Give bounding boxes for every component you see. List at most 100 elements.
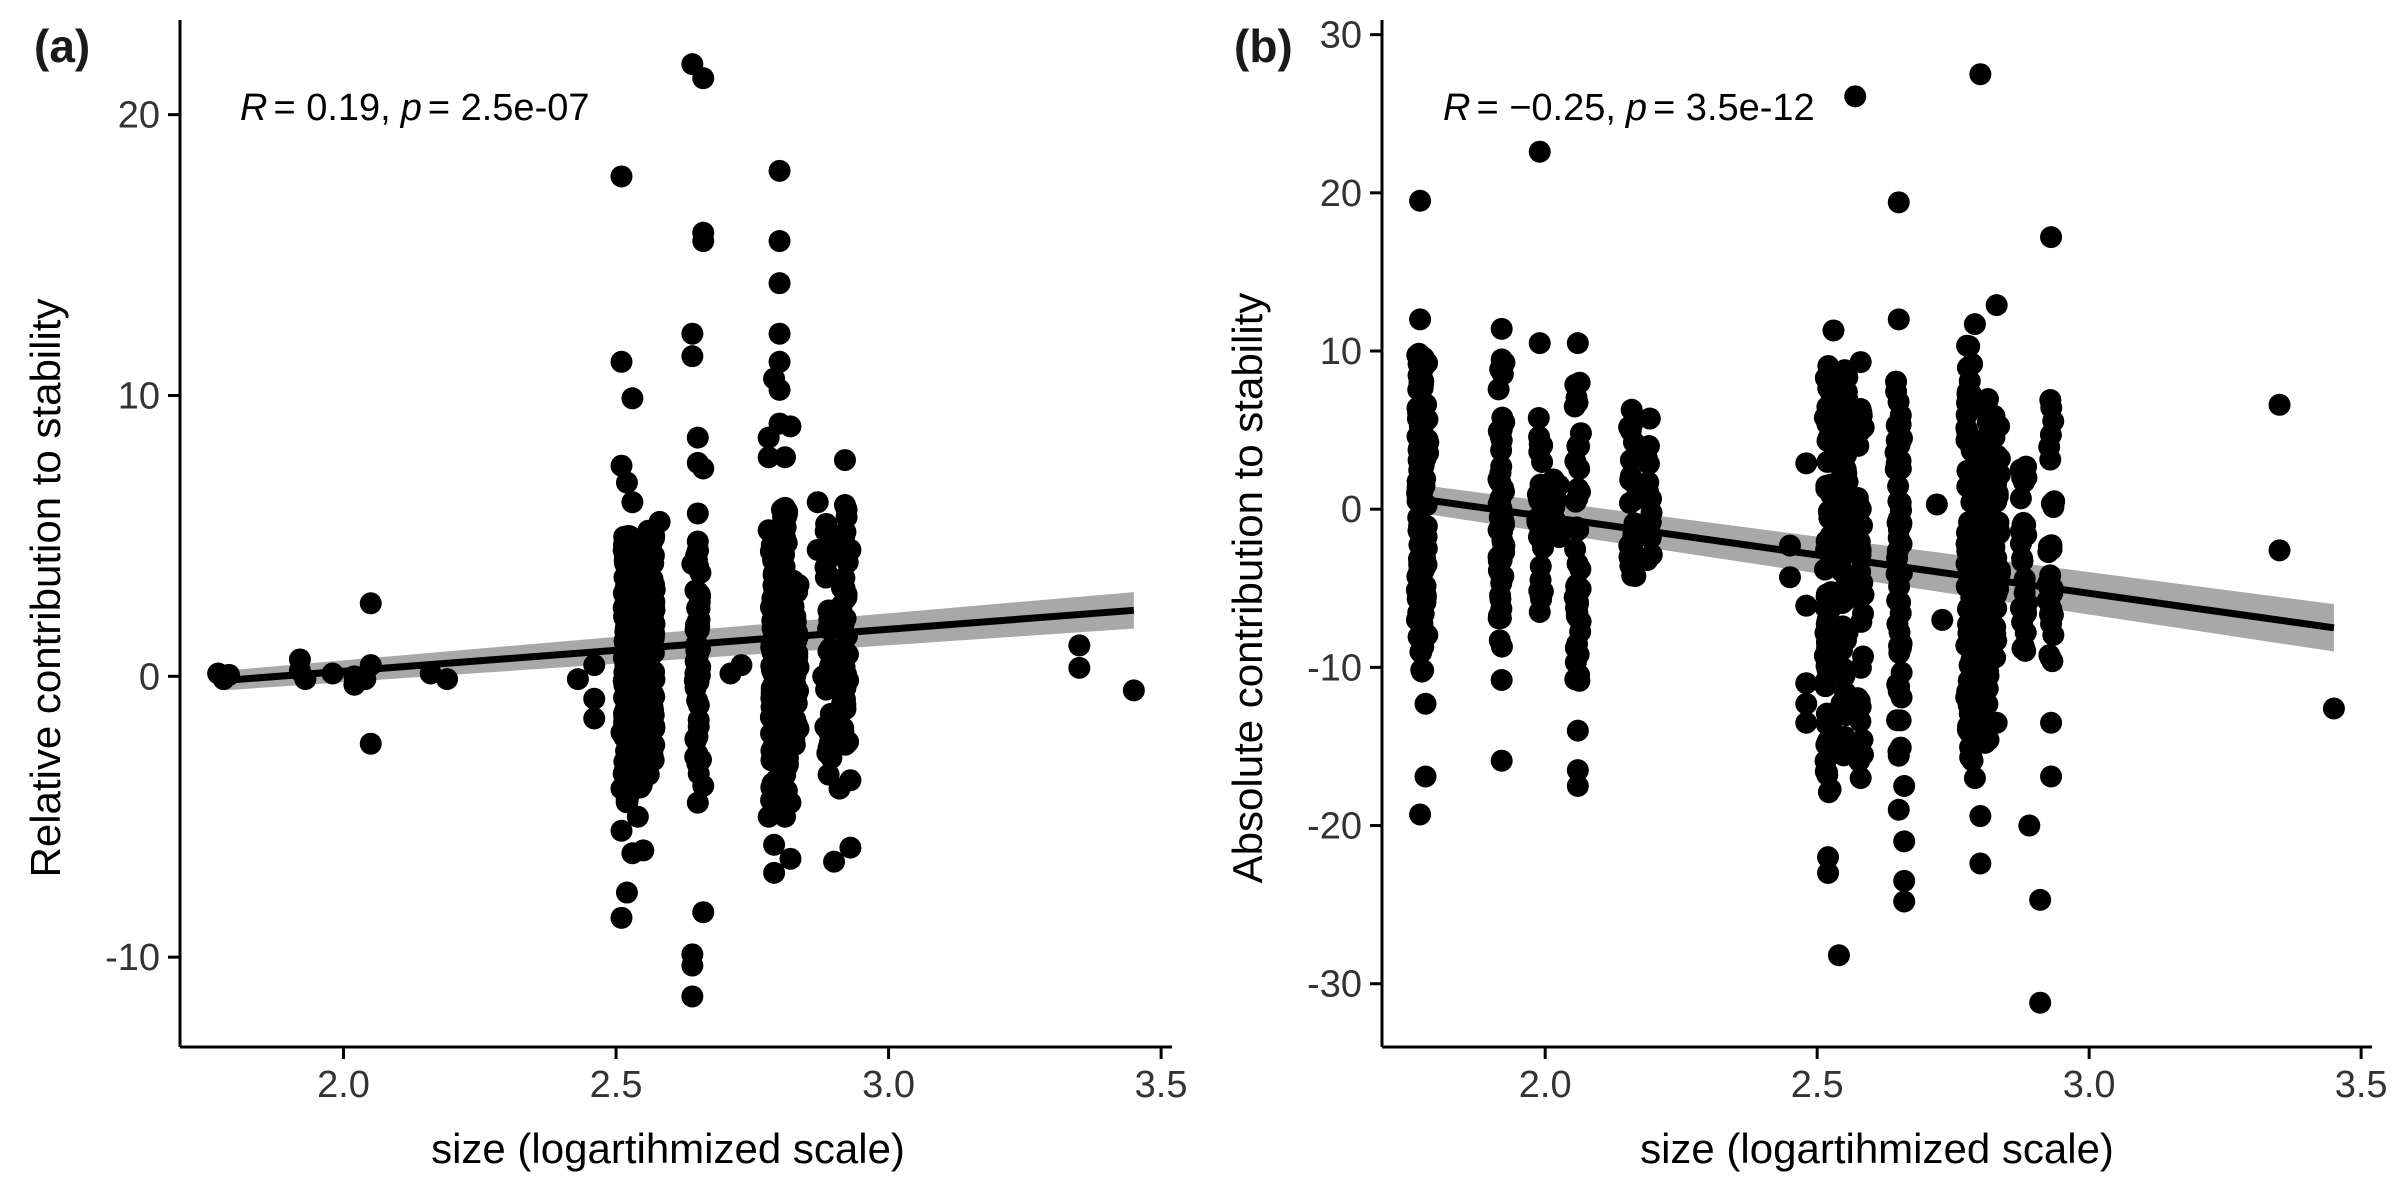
panel-a-cluster-point — [685, 548, 708, 571]
panel-b-y-axis-title: Absolute contribution to stability — [1224, 293, 1271, 884]
panel-a-y-tick-label: 10 — [118, 375, 160, 417]
panel-b-point — [1925, 493, 1948, 516]
panel-a-cluster-point — [770, 764, 793, 787]
panel-b-cluster-point — [1487, 559, 1510, 582]
panel-b-point — [2029, 991, 2052, 1014]
panel-b-p-value: = 3.5e-12 — [1653, 87, 1815, 129]
panel-b-point — [1887, 798, 1910, 821]
panel-b-cluster-point — [1889, 404, 1912, 427]
panel-b-cluster-point — [1889, 602, 1912, 625]
panel-b-point — [1795, 672, 1818, 695]
panel-b-cluster-point — [1412, 454, 1435, 477]
panel-b-cluster-point — [1955, 521, 1978, 544]
panel-a-cluster-point — [784, 610, 807, 633]
panel-b-cluster-point — [1621, 413, 1644, 436]
panel-a-point — [615, 471, 638, 494]
panel-b-y-tick-label: 10 — [1320, 331, 1362, 373]
panel-b-point — [2268, 393, 2291, 416]
panel-a-tag: (a) — [34, 20, 90, 72]
panel-a-point — [839, 836, 862, 859]
panel-b-cluster-point — [1983, 520, 2006, 543]
panel-b-r-label: R — [1443, 87, 1470, 129]
panel-b-cluster-point — [1814, 675, 1837, 698]
panel-a-point — [757, 446, 780, 469]
panel-b-cluster-point — [2038, 603, 2061, 626]
panel-a-point — [1068, 634, 1091, 657]
panel-b-point — [1409, 803, 1432, 826]
panel-b-cluster-point — [1888, 433, 1911, 456]
panel-b-cluster-point — [1566, 391, 1589, 414]
panel-a-point — [779, 415, 802, 438]
panel-b-cluster-point — [1846, 487, 1869, 510]
panel-b-p-label: p — [1625, 87, 1647, 129]
panel-b-cluster-point — [1972, 698, 1995, 721]
panel-a-point — [692, 457, 715, 480]
panel-a-point — [833, 449, 856, 472]
panel-b-cluster-point — [1488, 629, 1511, 652]
panel-b-cluster-point — [1568, 371, 1591, 394]
panel-a-cluster-point — [637, 666, 660, 689]
panel-a-cluster-point — [837, 730, 860, 753]
panel-b-cluster-point — [1831, 591, 1854, 614]
panel-b-point — [1490, 317, 1513, 340]
panel-a-cluster-point — [770, 498, 793, 521]
panel-b-cluster-point — [1849, 734, 1872, 757]
panel-a: (a) Relative contribution to stability s… — [22, 20, 1188, 1172]
panel-b-cluster-point — [1624, 565, 1647, 588]
panel-b-cluster-point — [1564, 651, 1587, 674]
panel-b-point — [2040, 226, 2063, 249]
panel-b-cluster-point — [1412, 357, 1435, 380]
panel-a-cluster-point — [641, 745, 664, 768]
panel-b-cluster-point — [1887, 475, 1910, 498]
panel-b-cluster-point — [1961, 353, 1984, 376]
panel-a-x-tick-label: 3.5 — [1135, 1064, 1188, 1106]
panel-b-y-tick-label: 30 — [1320, 15, 1362, 57]
panel-b-cluster-point — [1955, 686, 1978, 709]
panel-b-cluster-point — [1566, 605, 1589, 628]
panel-b-tag: (b) — [1234, 20, 1293, 72]
panel-b-point — [1931, 608, 1954, 631]
panel-b-point — [1822, 319, 1845, 342]
panel-b-plot-area: 2.0 2.5 3.0 3.5 -30 -20 -10 0 10 20 30 — [1307, 15, 2387, 1106]
panel-b-cluster-point — [1410, 660, 1433, 683]
panel-a-cluster-point — [771, 533, 794, 556]
panel-b-correlation-annotation: R = −0.25, p = 3.5e-12 — [1443, 87, 1815, 129]
panel-a-point — [610, 906, 633, 929]
panel-a-point — [583, 687, 606, 710]
panel-a-point — [763, 861, 786, 884]
panel-a-cluster-point — [642, 699, 665, 722]
panel-b-point — [1817, 862, 1840, 885]
panel-b-point — [1414, 765, 1437, 788]
panel-a-x-tick-label: 3.0 — [862, 1064, 915, 1106]
panel-b-cluster-point — [1847, 434, 1870, 457]
panel-b-cluster-point — [1492, 532, 1515, 555]
panel-b-cluster-point — [1638, 407, 1661, 430]
panel-b-point — [1887, 191, 1910, 214]
panel-a-point — [621, 387, 644, 410]
panel-b-x-tick-label: 2.5 — [1791, 1064, 1844, 1106]
panel-b-cluster-point — [1416, 408, 1439, 431]
panel-b-point — [1893, 890, 1916, 913]
panel-b-cluster-point — [1640, 543, 1663, 566]
panel-a-point — [692, 230, 715, 253]
panel-b-cluster-point — [1985, 582, 2008, 605]
panel-b-x-tick-label: 3.5 — [2335, 1064, 2388, 1106]
panel-b-cluster-point — [1489, 486, 1512, 509]
panel-b-cluster-point — [1887, 744, 1910, 767]
panel-a-point — [1122, 679, 1145, 702]
panel-b-cluster-point — [2042, 623, 2065, 646]
panel-a-cluster-point — [835, 498, 858, 521]
panel-b-cluster-point — [1956, 334, 1979, 357]
panel-b-point — [1963, 767, 1986, 790]
panel-b-cluster-point — [2041, 650, 2064, 673]
panel-a-y-axis-title: Relative contribution to stability — [22, 299, 69, 878]
panel-a-point — [681, 954, 704, 977]
panel-b-point — [1963, 313, 1986, 336]
panel-b-cluster-point — [2042, 410, 2065, 433]
panel-b-point — [1778, 566, 1801, 589]
panel-b-cluster-point — [1491, 406, 1514, 429]
panel-b-cluster-point — [1637, 435, 1660, 458]
panel-a-point — [1068, 656, 1091, 679]
panel-a-cluster-point — [784, 718, 807, 741]
panel-b-cluster-point — [1885, 380, 1908, 403]
